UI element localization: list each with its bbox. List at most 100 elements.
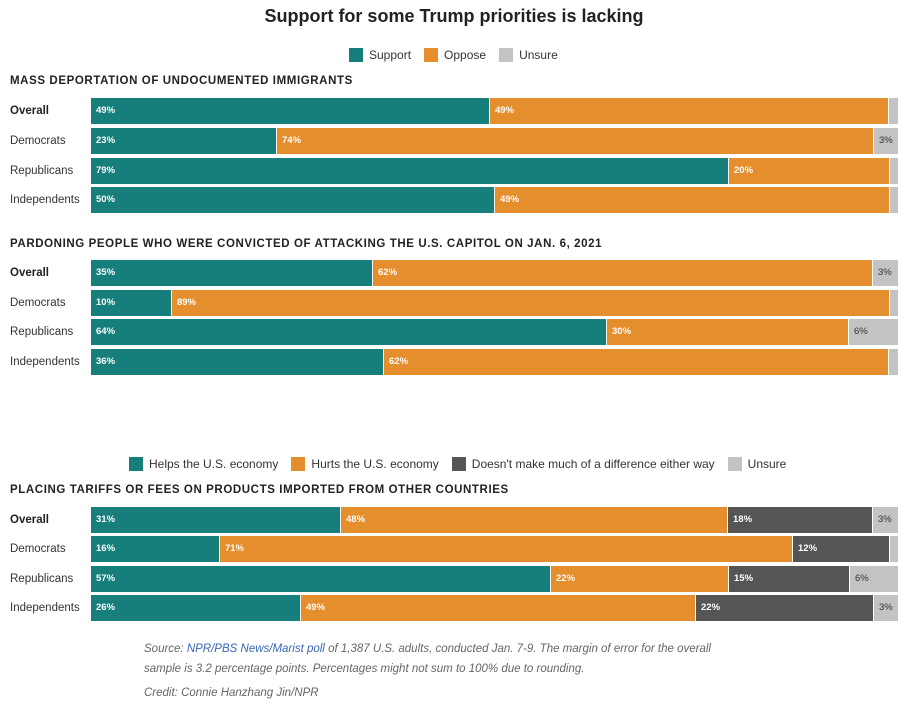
- bar-segment: 23%: [91, 128, 277, 154]
- legend-swatch: [499, 48, 514, 62]
- data-label: 49%: [495, 105, 515, 116]
- data-label: 74%: [282, 135, 302, 146]
- bar-segment: 64%: [91, 319, 607, 345]
- data-label: 3%: [879, 135, 893, 146]
- row-label: Overall: [10, 267, 49, 279]
- bar-segment: 49%: [495, 187, 890, 213]
- stacked-bar: 57% 22% 15% 6%: [91, 566, 898, 592]
- legend-item: Helps the U.S. economy: [129, 457, 278, 471]
- data-label: 49%: [500, 194, 520, 205]
- section-title: PLACING TARIFFS OR FEES ON PRODUCTS IMPO…: [10, 484, 509, 496]
- stacked-bar: 64% 30% 6%: [91, 319, 898, 345]
- stacked-bar: 16% 71% 12%: [91, 536, 898, 562]
- stacked-bar: 10% 89%: [91, 290, 898, 316]
- legend-support: Support Oppose Unsure: [349, 48, 571, 62]
- legend-label: Doesn't make much of a difference either…: [471, 457, 715, 471]
- source-link[interactable]: NPR/PBS News/Marist poll: [186, 643, 325, 655]
- bar-segment: 50%: [91, 187, 495, 213]
- row-label: Democrats: [10, 543, 66, 555]
- legend-label: Unsure: [519, 48, 558, 62]
- source-rest: of 1,387 U.S. adults, conducted Jan. 7-9…: [324, 643, 711, 655]
- row-label: Republicans: [10, 573, 74, 585]
- bar-segment: [890, 536, 898, 562]
- bar-segment: 3%: [873, 260, 898, 286]
- row-label: Independents: [10, 194, 80, 206]
- data-label: 36%: [96, 356, 116, 367]
- stacked-bar: 35% 62% 3%: [91, 260, 898, 286]
- legend-swatch: [291, 457, 306, 471]
- bar-segment: 79%: [91, 158, 729, 184]
- data-label: 6%: [854, 326, 868, 337]
- data-label: 15%: [734, 573, 754, 584]
- legend-swatch: [129, 457, 143, 471]
- data-label: 64%: [96, 326, 116, 337]
- bar-segment: [890, 187, 898, 213]
- data-label: 31%: [96, 514, 116, 525]
- data-label: 35%: [96, 267, 116, 278]
- row-label: Independents: [10, 356, 80, 368]
- bar-segment: 35%: [91, 260, 373, 286]
- data-label: 3%: [878, 514, 892, 525]
- bar-segment: [890, 290, 898, 316]
- bar-segment: 36%: [91, 349, 384, 375]
- data-label: 79%: [96, 165, 116, 176]
- row-label: Republicans: [10, 326, 74, 338]
- stacked-bar: 49% 49%: [91, 98, 898, 124]
- row-label: Democrats: [10, 297, 66, 309]
- legend-item: Unsure: [727, 457, 787, 471]
- data-label: 16%: [96, 543, 116, 554]
- data-label: 10%: [96, 297, 116, 308]
- source-note: Source: NPR/PBS News/Marist poll of 1,38…: [144, 643, 711, 655]
- bar-segment: [889, 98, 898, 124]
- row-label: Republicans: [10, 165, 74, 177]
- legend-item: Doesn't make much of a difference either…: [451, 457, 715, 471]
- bar-segment: 57%: [91, 566, 551, 592]
- legend-label: Hurts the U.S. economy: [311, 457, 439, 471]
- data-label: 22%: [556, 573, 576, 584]
- bar-segment: 49%: [490, 98, 889, 124]
- source-prefix: Source:: [144, 643, 187, 655]
- stacked-bar: 23% 74% 3%: [91, 128, 898, 154]
- data-label: 62%: [389, 356, 409, 367]
- row-label: Independents: [10, 602, 80, 614]
- data-label: 6%: [855, 573, 869, 584]
- bar-segment: 3%: [873, 507, 898, 533]
- legend-item: Support: [349, 48, 411, 62]
- row-label: Overall: [10, 514, 49, 526]
- bar-segment: 22%: [551, 566, 729, 592]
- credit: Credit: Connie Hanzhang Jin/NPR: [144, 687, 319, 699]
- section-title: PARDONING PEOPLE WHO WERE CONVICTED OF A…: [10, 238, 603, 250]
- bar-segment: 48%: [341, 507, 728, 533]
- bar-segment: 31%: [91, 507, 341, 533]
- bar-segment: 89%: [172, 290, 890, 316]
- legend-swatch: [451, 457, 466, 471]
- bar-segment: 18%: [728, 507, 873, 533]
- bar-segment: 26%: [91, 595, 301, 621]
- stacked-bar: 36% 62%: [91, 349, 898, 375]
- data-label: 26%: [96, 602, 116, 613]
- data-label: 3%: [879, 602, 893, 613]
- data-label: 48%: [346, 514, 366, 525]
- bar-segment: 49%: [91, 98, 490, 124]
- bar-segment: 3%: [874, 128, 898, 154]
- stacked-bar: 26% 49% 22% 3%: [91, 595, 898, 621]
- legend-label: Helps the U.S. economy: [149, 457, 279, 471]
- bar-segment: 3%: [874, 595, 898, 621]
- bar-segment: 10%: [91, 290, 172, 316]
- data-label: 20%: [734, 165, 754, 176]
- bar-segment: [889, 349, 898, 375]
- legend-label: Unsure: [747, 457, 787, 471]
- chart-title: Support for some Trump priorities is lac…: [264, 6, 644, 26]
- bar-segment: 12%: [793, 536, 890, 562]
- source-note-line2: sample is 3.2 percentage points. Percent…: [144, 663, 585, 675]
- data-label: 50%: [96, 194, 116, 205]
- bar-segment: 62%: [384, 349, 889, 375]
- bar-segment: 20%: [729, 158, 890, 184]
- data-label: 12%: [798, 543, 818, 554]
- legend-economy: Helps the U.S. economy Hurts the U.S. eco…: [129, 457, 799, 471]
- data-label: 89%: [177, 297, 197, 308]
- row-label: Overall: [10, 105, 49, 117]
- legend-item: Unsure: [499, 48, 558, 62]
- bar-segment: 6%: [849, 319, 898, 345]
- stacked-bar: 79% 20%: [91, 158, 898, 184]
